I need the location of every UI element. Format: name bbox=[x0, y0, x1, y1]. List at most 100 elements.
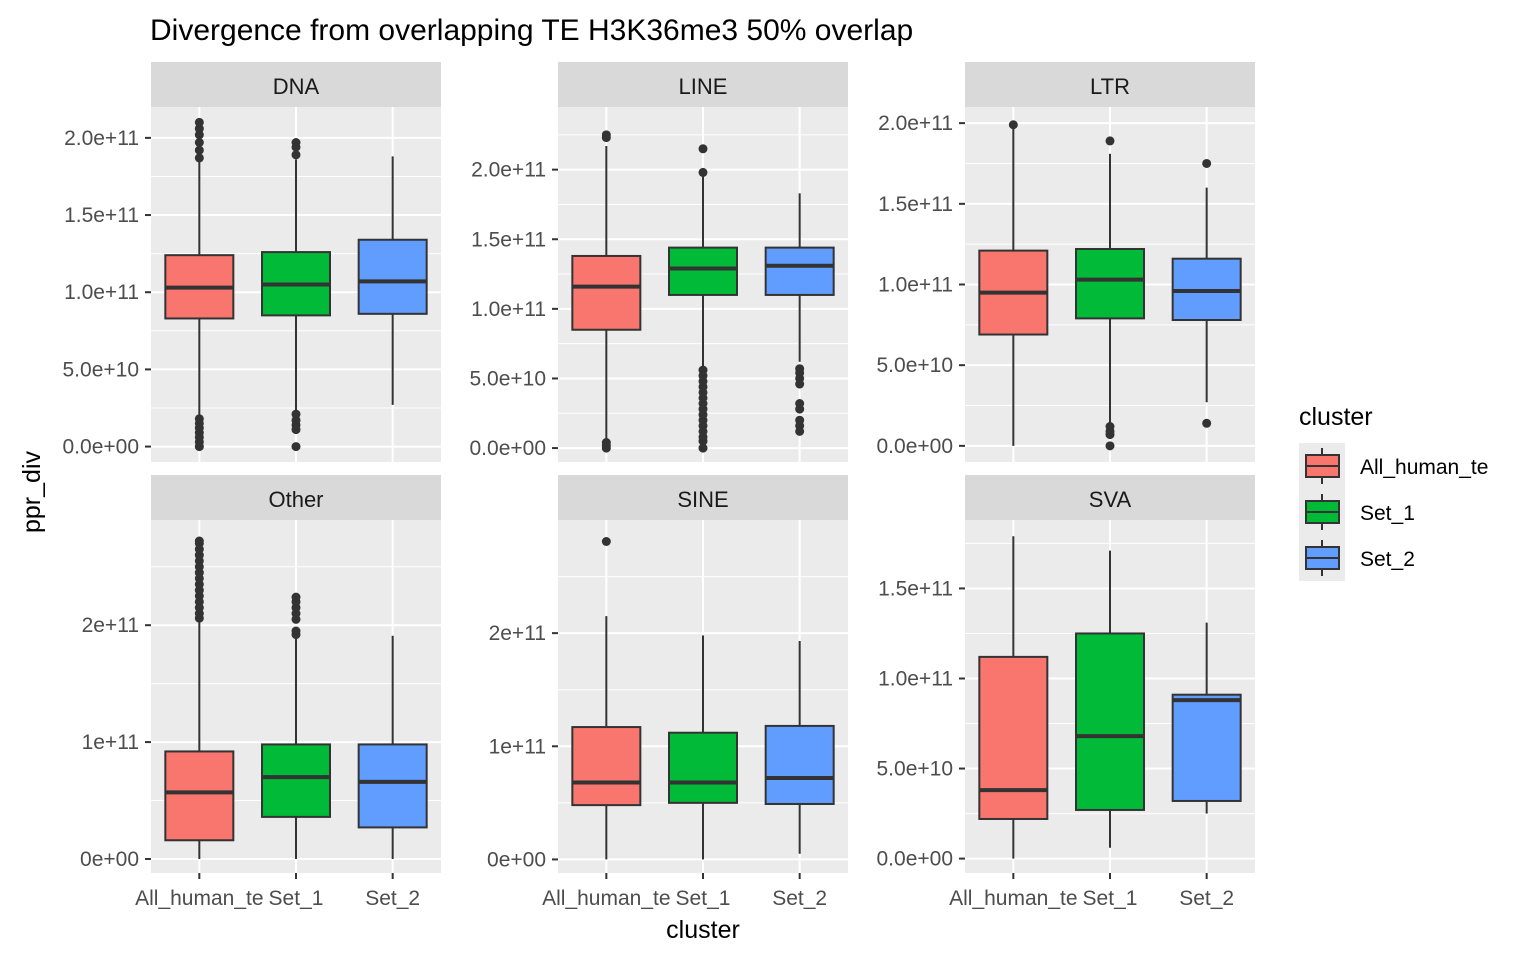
box-all_human_te bbox=[978, 536, 1049, 859]
y-tick-label: 0e+00 bbox=[487, 848, 546, 871]
legend-item-all_human_te: All_human_te bbox=[1305, 448, 1488, 484]
box-iqr bbox=[1075, 632, 1145, 811]
box-set_2 bbox=[357, 635, 428, 859]
y-tick-label: 5.0e+10 bbox=[877, 354, 954, 377]
box-iqr bbox=[668, 731, 738, 804]
facet-other: Other 0e+00 1e+11 2e+11 All_human_te Set_1 Set… bbox=[80, 475, 441, 910]
x-tick-label: Set_2 bbox=[772, 887, 827, 910]
facet-strip-label: LTR bbox=[1090, 74, 1130, 99]
facet-strip bbox=[558, 475, 848, 520]
y-tick-label: 0.0e+00 bbox=[470, 437, 547, 460]
x-tick-label: Set_1 bbox=[269, 887, 324, 910]
facet-line: LINE 0.0e+00 5.0e+10 1.0e+11 1.5e+11 2.0e+11 bbox=[470, 62, 848, 462]
outlier-point bbox=[194, 130, 204, 140]
y-tick-label: 5.0e+10 bbox=[877, 758, 954, 781]
box-set_2 bbox=[357, 156, 428, 405]
y-tick-label: 0e+00 bbox=[80, 848, 139, 871]
outlier-point bbox=[1105, 441, 1115, 451]
y-tick-label: 5.0e+10 bbox=[63, 358, 140, 381]
facet-dna: DNA 0.0e+00 5.0e+10 1.0e+11 1.5e+11 2.0e+11 bbox=[63, 62, 441, 462]
facet-strip-label: LINE bbox=[679, 74, 728, 99]
box-set_1 bbox=[1075, 136, 1145, 451]
facet-strip bbox=[151, 62, 441, 107]
y-tick-label: 2.0e+11 bbox=[64, 127, 139, 150]
box-all_human_te bbox=[164, 536, 235, 859]
box-iqr bbox=[1075, 248, 1145, 320]
box-set_1 bbox=[261, 592, 331, 859]
outlier-point bbox=[194, 153, 204, 163]
box-iqr bbox=[764, 246, 835, 296]
outlier-point bbox=[1202, 418, 1212, 428]
box-iqr bbox=[978, 655, 1049, 820]
legend-item-set_1: Set_1 bbox=[1305, 494, 1415, 530]
y-tick-label: 0.0e+00 bbox=[877, 435, 954, 458]
outlier-point bbox=[795, 415, 805, 425]
box-iqr bbox=[261, 743, 331, 818]
x-tick-label: All_human_te bbox=[135, 887, 263, 910]
y-axis-title: ppr_div bbox=[18, 451, 46, 533]
outlier-point bbox=[1105, 136, 1115, 146]
box-all_human_te bbox=[164, 117, 235, 452]
y-tick-label: 2.0e+11 bbox=[878, 112, 953, 135]
box-iqr bbox=[164, 750, 235, 842]
box-iqr bbox=[668, 246, 738, 296]
outlier-point bbox=[795, 399, 805, 409]
outlier-point bbox=[601, 536, 611, 546]
box-set_1 bbox=[1075, 550, 1145, 848]
y-tick-label: 0.0e+00 bbox=[63, 436, 140, 459]
legend: cluster All_human_te Set_1 Set_2 bbox=[1299, 403, 1488, 581]
outlier-point bbox=[194, 117, 204, 127]
facet-sine: SINE 0e+00 1e+11 2e+11 All_human_te Set_1 Set_… bbox=[487, 475, 848, 910]
outlier-point bbox=[194, 414, 204, 424]
outlier-point bbox=[1202, 158, 1212, 168]
y-tick-label: 1.5e+11 bbox=[471, 228, 546, 251]
x-tick-label: Set_1 bbox=[676, 887, 731, 910]
y-tick-label: 0.0e+00 bbox=[877, 848, 954, 871]
y-tick-label: 5.0e+10 bbox=[470, 367, 547, 390]
box-set_2 bbox=[764, 193, 835, 436]
facet-strip-label: SINE bbox=[677, 487, 728, 512]
facet-strip-label: Other bbox=[268, 487, 323, 512]
outlier-point bbox=[194, 536, 204, 546]
chart-title: Divergence from overlapping TE H3K36me3 … bbox=[150, 14, 913, 47]
y-tick-label: 1.0e+11 bbox=[878, 667, 953, 690]
outlier-point bbox=[1008, 120, 1018, 130]
box-set_2 bbox=[1171, 622, 1242, 814]
y-tick-label: 1.5e+11 bbox=[878, 577, 953, 600]
facet-strip-label: DNA bbox=[273, 74, 320, 99]
outlier-point bbox=[601, 130, 611, 140]
outlier-point bbox=[698, 365, 708, 375]
box-iqr bbox=[764, 724, 835, 805]
facet-panels: DNA 0.0e+00 5.0e+10 1.0e+11 1.5e+11 2.0e+11 LI… bbox=[63, 62, 1255, 910]
outlier-point bbox=[194, 145, 204, 155]
box-set_1 bbox=[668, 144, 738, 453]
x-tick-label: All_human_te bbox=[542, 887, 670, 910]
outlier-point bbox=[291, 409, 301, 419]
box-iqr bbox=[357, 743, 428, 829]
outlier-point bbox=[291, 150, 301, 160]
y-tick-label: 2.0e+11 bbox=[471, 159, 546, 182]
outlier-point bbox=[1105, 422, 1115, 431]
facet-strip bbox=[965, 475, 1255, 520]
legend-title: cluster bbox=[1299, 403, 1373, 431]
box-iqr bbox=[1171, 693, 1242, 802]
outlier-point bbox=[698, 167, 708, 177]
y-tick-label: 1.5e+11 bbox=[878, 193, 953, 216]
outlier-point bbox=[698, 443, 708, 453]
outlier-point bbox=[291, 138, 301, 147]
outlier-point bbox=[291, 626, 301, 636]
legend-label: Set_2 bbox=[1360, 548, 1415, 571]
facet-strip-label: SVA bbox=[1089, 487, 1132, 512]
box-iqr bbox=[571, 254, 642, 331]
y-tick-label: 1.5e+11 bbox=[64, 204, 139, 227]
y-tick-label: 2e+11 bbox=[489, 622, 546, 645]
box-all_human_te bbox=[978, 120, 1049, 446]
box-all_human_te bbox=[571, 130, 642, 453]
x-tick-label: Set_1 bbox=[1083, 887, 1138, 910]
outlier-point bbox=[194, 138, 204, 147]
outlier-point bbox=[698, 144, 708, 154]
x-axis-title: cluster bbox=[666, 916, 740, 944]
outlier-point bbox=[194, 124, 204, 134]
facet-strip bbox=[558, 62, 848, 107]
